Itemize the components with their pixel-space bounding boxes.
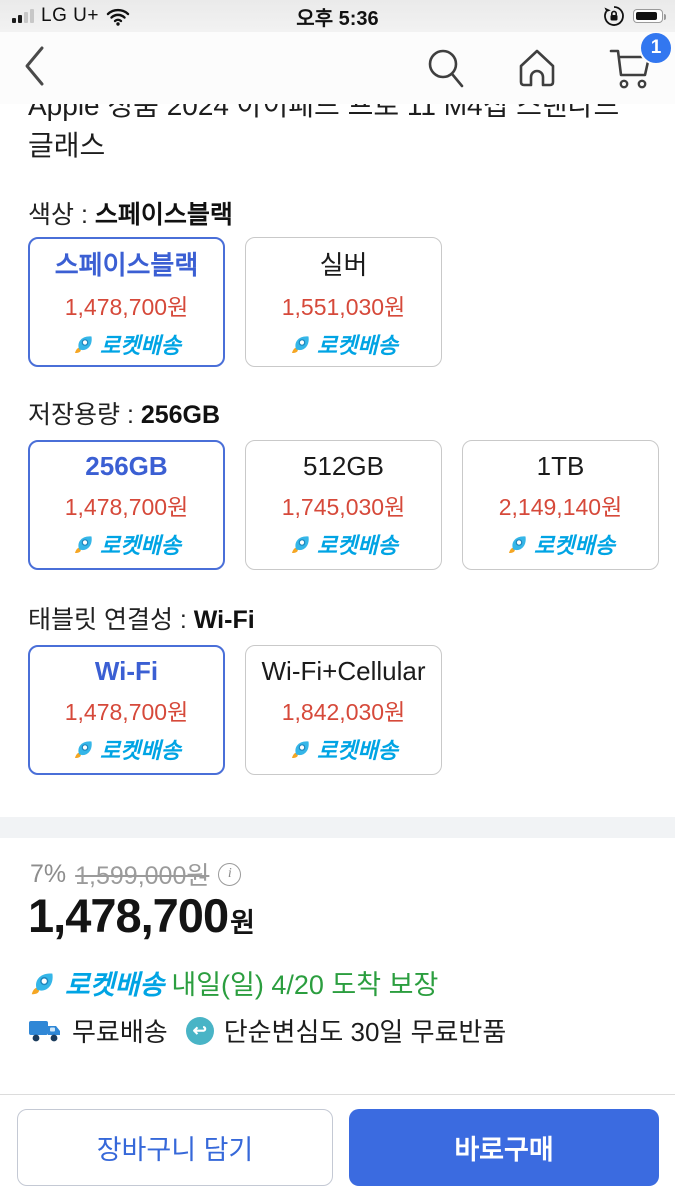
rocket-label: 로켓배송 bbox=[100, 737, 181, 763]
color-group-label: 색상 : 스페이스블랙 bbox=[28, 195, 233, 231]
rocket-icon bbox=[509, 535, 526, 553]
free-shipping-label: 무료배송 bbox=[72, 1017, 168, 1047]
cart-count-badge: 1 bbox=[639, 31, 673, 65]
cell-signal-icon bbox=[12, 9, 34, 23]
storage-group-label: 저장용량 : 256GB bbox=[28, 395, 220, 431]
option-card-connectivity-0[interactable]: Wi-Fi 1,478,700원 로켓배송 bbox=[28, 645, 225, 775]
color-options: 스페이스블랙 1,478,700원 로켓배송 실버 1,551,030원 bbox=[28, 237, 442, 367]
delivery-promise-row: 로켓배송 내일(일) 4/20 도착 보장 bbox=[28, 963, 438, 1002]
option-price: 1,551,030원 bbox=[281, 293, 406, 320]
storage-selected-value: 256GB bbox=[140, 401, 221, 429]
home-icon bbox=[519, 49, 555, 87]
option-card-color-0[interactable]: 스페이스블랙 1,478,700원 로켓배송 bbox=[28, 237, 225, 367]
option-price: 1,842,030원 bbox=[281, 698, 406, 725]
currency-label: 원 bbox=[230, 908, 255, 938]
option-card-storage-1[interactable]: 512GB 1,745,030원 로켓배송 bbox=[245, 440, 442, 570]
rocket-icon bbox=[31, 972, 53, 994]
option-name: Wi-Fi+Cellular bbox=[261, 655, 426, 686]
color-selected-value: 스페이스블랙 bbox=[94, 201, 233, 229]
storage-options: 256GB 1,478,700원 로켓배송 512GB 1,745,030원 bbox=[28, 440, 659, 570]
rocket-delivery-badge: 로켓배송 bbox=[289, 733, 398, 765]
option-price: 2,149,140원 bbox=[498, 493, 623, 520]
back-button[interactable] bbox=[20, 43, 50, 89]
bottom-action-bar: 장바구니 담기 바로구매 bbox=[0, 1094, 675, 1200]
rocket-delivery-badge: 로켓배송 bbox=[506, 528, 615, 560]
return-policy-label: 단순변심도 30일 무료반품 bbox=[223, 1017, 507, 1047]
info-icon[interactable]: i bbox=[218, 862, 242, 886]
add-to-cart-button[interactable]: 장바구니 담기 bbox=[17, 1109, 333, 1186]
rocket-delivery-badge: 로켓배송 bbox=[72, 528, 181, 560]
rocket-icon bbox=[75, 335, 92, 353]
current-price: 1,478,700 bbox=[28, 889, 229, 942]
carrier-label: LG U+ bbox=[41, 5, 99, 26]
original-price: 1,599,000원 bbox=[75, 862, 210, 890]
option-price: 1,478,700원 bbox=[64, 293, 189, 320]
rocket-icon bbox=[75, 535, 92, 553]
rocket-icon bbox=[292, 740, 309, 758]
connectivity-options: Wi-Fi 1,478,700원 로켓배송 Wi-Fi+Cellular 1,8… bbox=[28, 645, 442, 775]
rocket-label: 로켓배송 bbox=[100, 332, 181, 358]
discount-row: 7% 1,599,000원 i bbox=[30, 856, 242, 892]
connectivity-label: 태블릿 연결성 : bbox=[28, 606, 194, 634]
delivery-promise: 내일(일) 4/20 도착 보장 bbox=[171, 970, 439, 1000]
search-icon bbox=[428, 49, 464, 88]
search-button[interactable] bbox=[425, 46, 467, 90]
rocket-icon bbox=[292, 335, 309, 353]
benefits-row: 무료배송 ↩ 단순변심도 30일 무료반품 bbox=[28, 1012, 506, 1049]
wifi-icon bbox=[106, 8, 130, 26]
rocket-label: 로켓배송 bbox=[317, 332, 398, 358]
rocket-delivery-badge: 로켓배송 bbox=[289, 328, 398, 360]
rocket-label: 로켓배송 bbox=[65, 970, 165, 1000]
rocket-delivery-badge: 로켓배송 bbox=[72, 328, 181, 360]
rocket-label: 로켓배송 bbox=[317, 532, 398, 558]
option-name: 스페이스블랙 bbox=[54, 249, 199, 280]
cart-button[interactable]: 1 bbox=[607, 31, 673, 91]
connectivity-selected-value: Wi-Fi bbox=[193, 606, 255, 634]
truck-icon bbox=[29, 1020, 60, 1041]
rocket-delivery-badge: 로켓배송 bbox=[289, 528, 398, 560]
connectivity-group-label: 태블릿 연결성 : Wi-Fi bbox=[28, 600, 255, 636]
home-button[interactable] bbox=[515, 46, 559, 90]
rocket-delivery-badge: 로켓배송 bbox=[72, 733, 181, 765]
chevron-left-icon bbox=[25, 46, 44, 85]
option-name: 1TB bbox=[536, 450, 585, 481]
rocket-icon bbox=[292, 535, 309, 553]
rocket-label: 로켓배송 bbox=[317, 737, 398, 763]
option-card-connectivity-1[interactable]: Wi-Fi+Cellular 1,842,030원 로켓배송 bbox=[245, 645, 442, 775]
buy-now-button[interactable]: 바로구매 bbox=[349, 1109, 659, 1186]
option-price: 1,478,700원 bbox=[64, 493, 189, 520]
status-bar: LG U+ 오후 5:36 bbox=[0, 0, 675, 32]
section-divider bbox=[0, 817, 675, 838]
option-name: 512GB bbox=[303, 450, 384, 481]
option-card-storage-2[interactable]: 1TB 2,149,140원 로켓배송 bbox=[462, 440, 659, 570]
return-arrow-icon: ↩ bbox=[185, 1016, 214, 1045]
rocket-label: 로켓배송 bbox=[100, 532, 181, 558]
option-card-storage-0[interactable]: 256GB 1,478,700원 로켓배송 bbox=[28, 440, 225, 570]
discount-percent: 7% bbox=[30, 859, 67, 888]
clock-label: 오후 5:36 bbox=[296, 7, 379, 30]
option-card-color-1[interactable]: 실버 1,551,030원 로켓배송 bbox=[245, 237, 442, 367]
product-title-line2: 글래스 bbox=[28, 130, 106, 161]
rocket-icon bbox=[75, 740, 92, 758]
nav-bar: 1 bbox=[0, 31, 675, 104]
option-name: Wi-Fi bbox=[94, 655, 159, 686]
current-price-row: 1,478,700 원 bbox=[28, 888, 255, 943]
battery-icon bbox=[633, 9, 666, 23]
color-label: 색상 : bbox=[28, 201, 95, 229]
option-name: 256GB bbox=[85, 450, 168, 481]
option-price: 1,745,030원 bbox=[281, 493, 406, 520]
rotation-lock-icon bbox=[604, 6, 624, 26]
storage-label: 저장용량 : bbox=[28, 401, 141, 429]
option-price: 1,478,700원 bbox=[64, 698, 189, 725]
rocket-label: 로켓배송 bbox=[534, 532, 615, 558]
option-name: 실버 bbox=[319, 249, 368, 280]
